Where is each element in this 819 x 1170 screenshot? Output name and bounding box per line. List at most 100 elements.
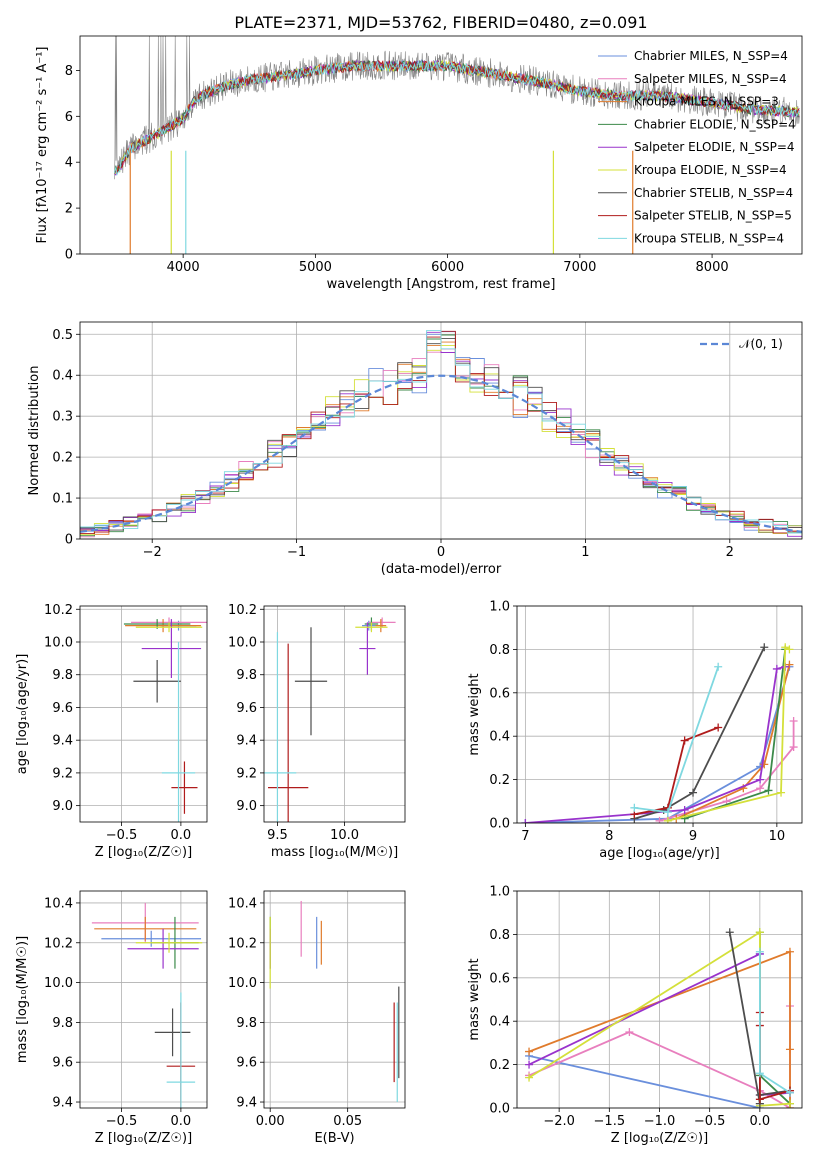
axes-frame bbox=[79, 890, 208, 1109]
plus-marker bbox=[785, 1088, 794, 1097]
y-tick-label: 0.6 bbox=[489, 686, 510, 701]
panel-spectrum: 4000 5000 6000 7000 8000 0 2 4 6 8 wavelength [Ang… bbox=[35, 35, 803, 292]
errorbar-point bbox=[135, 622, 203, 633]
plot-area bbox=[80, 329, 802, 538]
series-line bbox=[634, 666, 720, 814]
y-tick-label: 0.4 bbox=[489, 730, 510, 745]
y-tick-label: 9.6 bbox=[236, 1056, 257, 1071]
y-tick-label: 6 bbox=[65, 110, 73, 125]
errorbar-point bbox=[125, 619, 202, 633]
x-tick-label: 8000 bbox=[696, 260, 729, 275]
ticks: 4000 5000 6000 7000 8000 0 2 4 6 8 bbox=[65, 64, 729, 275]
errorbar-point bbox=[359, 622, 376, 675]
y-tick-label: 0.2 bbox=[489, 1058, 510, 1073]
errorbar-point bbox=[375, 619, 387, 633]
plus-marker bbox=[663, 808, 672, 817]
errorbar-point bbox=[264, 632, 297, 822]
legend-entry: Chabrier STELIB, N_SSP=4 bbox=[634, 186, 793, 200]
plus-marker bbox=[785, 660, 794, 669]
y-tick-label: 0.1 bbox=[52, 492, 73, 507]
x-tick-label: 9.5 bbox=[267, 828, 288, 843]
x-tick-label: 0.00 bbox=[256, 1114, 285, 1129]
plus-marker bbox=[655, 816, 664, 823]
plus-marker bbox=[789, 743, 798, 752]
x-axis-label: age [log₁₀(age/yr)] bbox=[599, 846, 720, 861]
weight-series bbox=[525, 949, 764, 1108]
y-tick-label: 2 bbox=[65, 202, 73, 217]
ticks: 9.5 10.0 9.0 9.2 9.4 9.6 9.8 10.0 10.2 bbox=[228, 603, 359, 843]
plus-marker bbox=[756, 784, 765, 793]
plus-marker bbox=[755, 1069, 764, 1078]
gridlines bbox=[80, 322, 802, 540]
plus-marker bbox=[785, 645, 794, 654]
plus-marker bbox=[725, 928, 734, 937]
errorbar-point bbox=[294, 627, 328, 736]
y-tick-label: 9.4 bbox=[236, 1096, 257, 1111]
chart-title: PLATE=2371, MJD=53762, FIBERID=0480, z=0… bbox=[234, 13, 647, 32]
plus-marker bbox=[756, 775, 765, 784]
plus-marker bbox=[789, 717, 798, 726]
panel-mass-weight-vs-age: 7 8 9 10 0.0 0.2 0.4 0.6 0.8 1.0 age [log₁₀(age/yr… bbox=[467, 600, 803, 861]
plus-marker bbox=[760, 643, 769, 652]
y-tick-label: 9.0 bbox=[52, 799, 73, 814]
errorbar-point bbox=[171, 761, 198, 814]
legend-entry: Kroupa STELIB, N_SSP=4 bbox=[634, 231, 784, 245]
plot-area bbox=[91, 902, 203, 1108]
x-tick-label: 2 bbox=[726, 545, 734, 560]
x-tick-label: 1 bbox=[581, 545, 589, 560]
legend-entry: Kroupa MILES, N_SSP=3 bbox=[634, 95, 779, 109]
y-axis-label: Normed distribution bbox=[27, 366, 42, 496]
model-line bbox=[113, 60, 634, 174]
panel-mass-weight-vs-Z: −2.0 −1.5 −1.0 −0.5 0.0 0.0 0.2 0.4 0.6 0.8 1.0 Z [… bbox=[467, 885, 803, 1146]
x-tick-label: −1.0 bbox=[644, 1114, 676, 1129]
x-tick-label: −0.5 bbox=[106, 1114, 138, 1129]
plus-marker bbox=[755, 1095, 764, 1104]
y-tick-label: 10.4 bbox=[44, 896, 73, 911]
legend-entry: Salpeter STELIB, N_SSP=5 bbox=[634, 209, 792, 223]
errorbar-point bbox=[94, 916, 197, 941]
ticks: 7 8 9 10 0.0 0.2 0.4 0.6 0.8 1.0 bbox=[489, 600, 785, 845]
plus-marker bbox=[625, 1028, 634, 1037]
y-tick-label: 8 bbox=[65, 64, 73, 79]
plus-marker bbox=[764, 786, 773, 795]
x-tick-label: 0.0 bbox=[171, 1114, 192, 1129]
plus-marker bbox=[689, 788, 698, 797]
errorbar-point bbox=[154, 1008, 191, 1057]
ticks: −0.5 0.0 9.0 9.2 9.4 9.6 9.8 10.0 10.2 bbox=[44, 603, 191, 843]
plus-marker bbox=[777, 788, 786, 797]
plus-marker bbox=[680, 805, 689, 814]
axes-frame bbox=[79, 321, 803, 540]
y-tick-label: 1.0 bbox=[489, 885, 510, 900]
axes-frame bbox=[516, 605, 803, 824]
y-tick-label: 1.0 bbox=[489, 600, 510, 615]
errorbar-point bbox=[133, 660, 181, 703]
panel-residuals: −2 −1 0 1 2 0 0.1 0.2 0.3 0.4 0.5 (data-model)/erro… bbox=[27, 321, 803, 577]
series-line bbox=[634, 726, 719, 816]
plus-marker bbox=[785, 947, 794, 956]
ticks: 0.00 0.05 9.4 9.6 9.8 10.0 10.2 10.4 bbox=[228, 896, 362, 1129]
x-tick-label: 0.0 bbox=[750, 1114, 771, 1129]
plot-area bbox=[525, 928, 794, 1108]
y-tick-label: 0.2 bbox=[489, 773, 510, 788]
y-tick-label: 9.2 bbox=[52, 766, 73, 781]
errorbar-point bbox=[101, 930, 202, 947]
x-axis-label: Z [log₁₀(Z/Z☉)] bbox=[95, 1131, 192, 1146]
y-axis-label: Flux [fλ10⁻¹⁷ erg cm⁻² s⁻¹ A⁻¹] bbox=[35, 47, 50, 244]
weight-series bbox=[663, 643, 794, 823]
histogram-step bbox=[80, 329, 802, 534]
y-tick-label: 0.5 bbox=[52, 328, 73, 343]
x-tick-label: 0.0 bbox=[171, 828, 192, 843]
x-tick-label: −0.5 bbox=[694, 1114, 726, 1129]
series-line bbox=[525, 666, 791, 823]
plot-area bbox=[264, 617, 396, 822]
normal-curve bbox=[80, 374, 802, 533]
x-tick-label: −1.5 bbox=[594, 1114, 626, 1129]
axes-frame bbox=[263, 890, 406, 1109]
y-tick-label: 4 bbox=[65, 156, 73, 171]
errorbar-point bbox=[161, 642, 196, 822]
y-axis-label: mass [log₁₀(M/M☉)] bbox=[15, 936, 30, 1063]
y-tick-label: 9.6 bbox=[52, 1056, 73, 1071]
legend-entry: Chabrier MILES, N_SSP=4 bbox=[634, 49, 788, 63]
weight-series bbox=[630, 662, 723, 817]
